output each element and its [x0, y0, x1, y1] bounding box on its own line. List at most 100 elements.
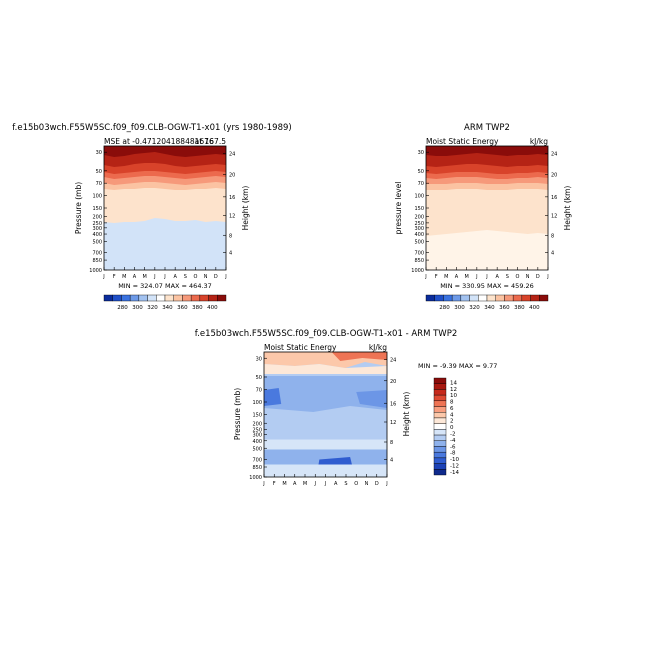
diff-positive-core: [331, 352, 387, 361]
month-tick-label: A: [455, 274, 459, 280]
colorbar-swatch: [460, 294, 470, 302]
colorbar-swatch: [433, 406, 447, 413]
panel-diff-y2label: Height (km): [402, 392, 411, 437]
month-tick-label: D: [214, 274, 218, 280]
field-contour-band: [426, 230, 548, 270]
panel-model-y2label: Height (km): [241, 186, 250, 231]
pressure-tick-label: 250: [414, 221, 424, 227]
colorbar-swatch: [433, 440, 447, 447]
pressure-tick-label: 400: [252, 439, 262, 445]
pressure-tick-label: 100: [252, 400, 262, 406]
colorbar-swatch: [433, 417, 447, 424]
month-tick-label: A: [293, 481, 297, 487]
colorbar-swatch: [164, 294, 174, 302]
pressure-tick-label: 50: [96, 169, 102, 175]
panel-obs-y2label: Height (km): [563, 186, 572, 231]
month-tick-label: J: [424, 274, 426, 280]
colorbar-swatch: [539, 294, 549, 302]
colorbar-swatch: [478, 294, 488, 302]
colorbar-label: 340: [162, 305, 173, 311]
pressure-tick-label: 1000: [249, 475, 262, 481]
diff-neutral-band: [264, 364, 387, 374]
panel-obs-subtitle-left: Moist Static Energy: [426, 137, 499, 146]
pressure-tick-label: 150: [414, 206, 424, 212]
pressure-tick-label: 300: [252, 433, 262, 439]
colorbar-label: 4: [450, 412, 454, 418]
panel-model-colorbar: 280 300 320 340 360 380 400: [103, 294, 227, 311]
colorbar-swatch: [112, 294, 122, 302]
panel-model-subtitle-left: MSE at -0.471204188481676: [104, 137, 214, 146]
month-tick-label: J: [314, 481, 316, 487]
pressure-tick-label: 150: [252, 413, 262, 419]
pressure-tick-label: 250: [92, 221, 102, 227]
colorbar-swatch: [521, 294, 531, 302]
pressure-tick-label: 1000: [89, 268, 102, 274]
colorbar-swatch: [190, 294, 201, 302]
pressure-tick-label: 70: [256, 388, 262, 394]
pressure-tick-label: 200: [414, 215, 424, 221]
colorbar-swatch: [433, 451, 447, 459]
colorbar-swatch: [504, 294, 514, 302]
colorbar-label: -2: [450, 432, 455, 438]
height-tick-label: 8: [551, 233, 554, 239]
height-tick-label: 8: [390, 440, 393, 446]
pressure-tick-label: 500: [92, 239, 102, 245]
pressure-tick-label: 700: [414, 251, 424, 257]
panel-model-field: [104, 146, 226, 270]
height-tick-label: 24: [551, 151, 557, 157]
colorbar-label: 10: [450, 393, 457, 399]
pressure-tick-label: 850: [252, 465, 262, 471]
colorbar-swatch: [433, 446, 447, 453]
panel-obs: ARM TWP2 Moist Static Energy kJ/kg 30 50 7…: [394, 123, 572, 311]
colorbar-swatch: [199, 294, 209, 302]
colorbar-swatch: [433, 469, 447, 476]
colorbar-label: -8: [450, 451, 456, 457]
colorbar-label: 340: [484, 305, 495, 311]
colorbar-label: 400: [529, 305, 540, 311]
pressure-tick-label: 70: [418, 181, 424, 187]
pressure-tick-label: 400: [414, 232, 424, 238]
colorbar-swatch: [433, 412, 447, 419]
colorbar-swatch: [433, 383, 447, 390]
colorbar-label: 14: [450, 380, 457, 386]
colorbar-swatch: [434, 294, 444, 302]
pressure-tick-label: 400: [92, 232, 102, 238]
pressure-tick-label: 300: [92, 226, 102, 232]
height-tick-label: 20: [551, 173, 557, 179]
month-tick-label: F: [435, 274, 438, 280]
height-tick-label: 12: [390, 420, 396, 426]
pressure-tick-label: 300: [414, 226, 424, 232]
colorbar-swatch: [182, 294, 192, 302]
colorbar-swatch: [469, 294, 479, 302]
colorbar-swatch: [156, 294, 166, 302]
colorbar-label: 360: [499, 305, 510, 311]
month-tick-label: J: [475, 274, 477, 280]
panel-diff-title: f.e15b03wch.F55W5SC.f09_f09.CLB-OGW-T1-x…: [195, 329, 457, 339]
colorbar-label: 300: [454, 305, 465, 311]
month-tick-label: M: [122, 274, 126, 280]
colorbar-label: 360: [177, 305, 188, 311]
pressure-tick-label: 150: [92, 206, 102, 212]
colorbar-label: 280: [439, 305, 450, 311]
height-tick-label: 24: [390, 358, 396, 364]
month-tick-label: J: [546, 274, 548, 280]
colorbar-swatch: [129, 294, 140, 302]
pressure-tick-label: 700: [252, 458, 262, 464]
panel-obs-ylabel: pressure level: [394, 182, 403, 235]
colorbar-swatch: [512, 294, 523, 302]
colorbar-label: 8: [450, 400, 454, 406]
month-tick-label: J: [163, 274, 165, 280]
height-tick-label: 16: [229, 195, 235, 201]
month-tick-label: N: [204, 274, 208, 280]
month-tick-label: J: [102, 274, 104, 280]
month-tick-label: M: [444, 274, 448, 280]
height-tick-label: 8: [229, 233, 232, 239]
month-tick-label: A: [173, 274, 177, 280]
pressure-tick-label: 100: [414, 194, 424, 200]
colorbar-swatch: [433, 457, 447, 464]
month-tick-label: M: [465, 274, 469, 280]
